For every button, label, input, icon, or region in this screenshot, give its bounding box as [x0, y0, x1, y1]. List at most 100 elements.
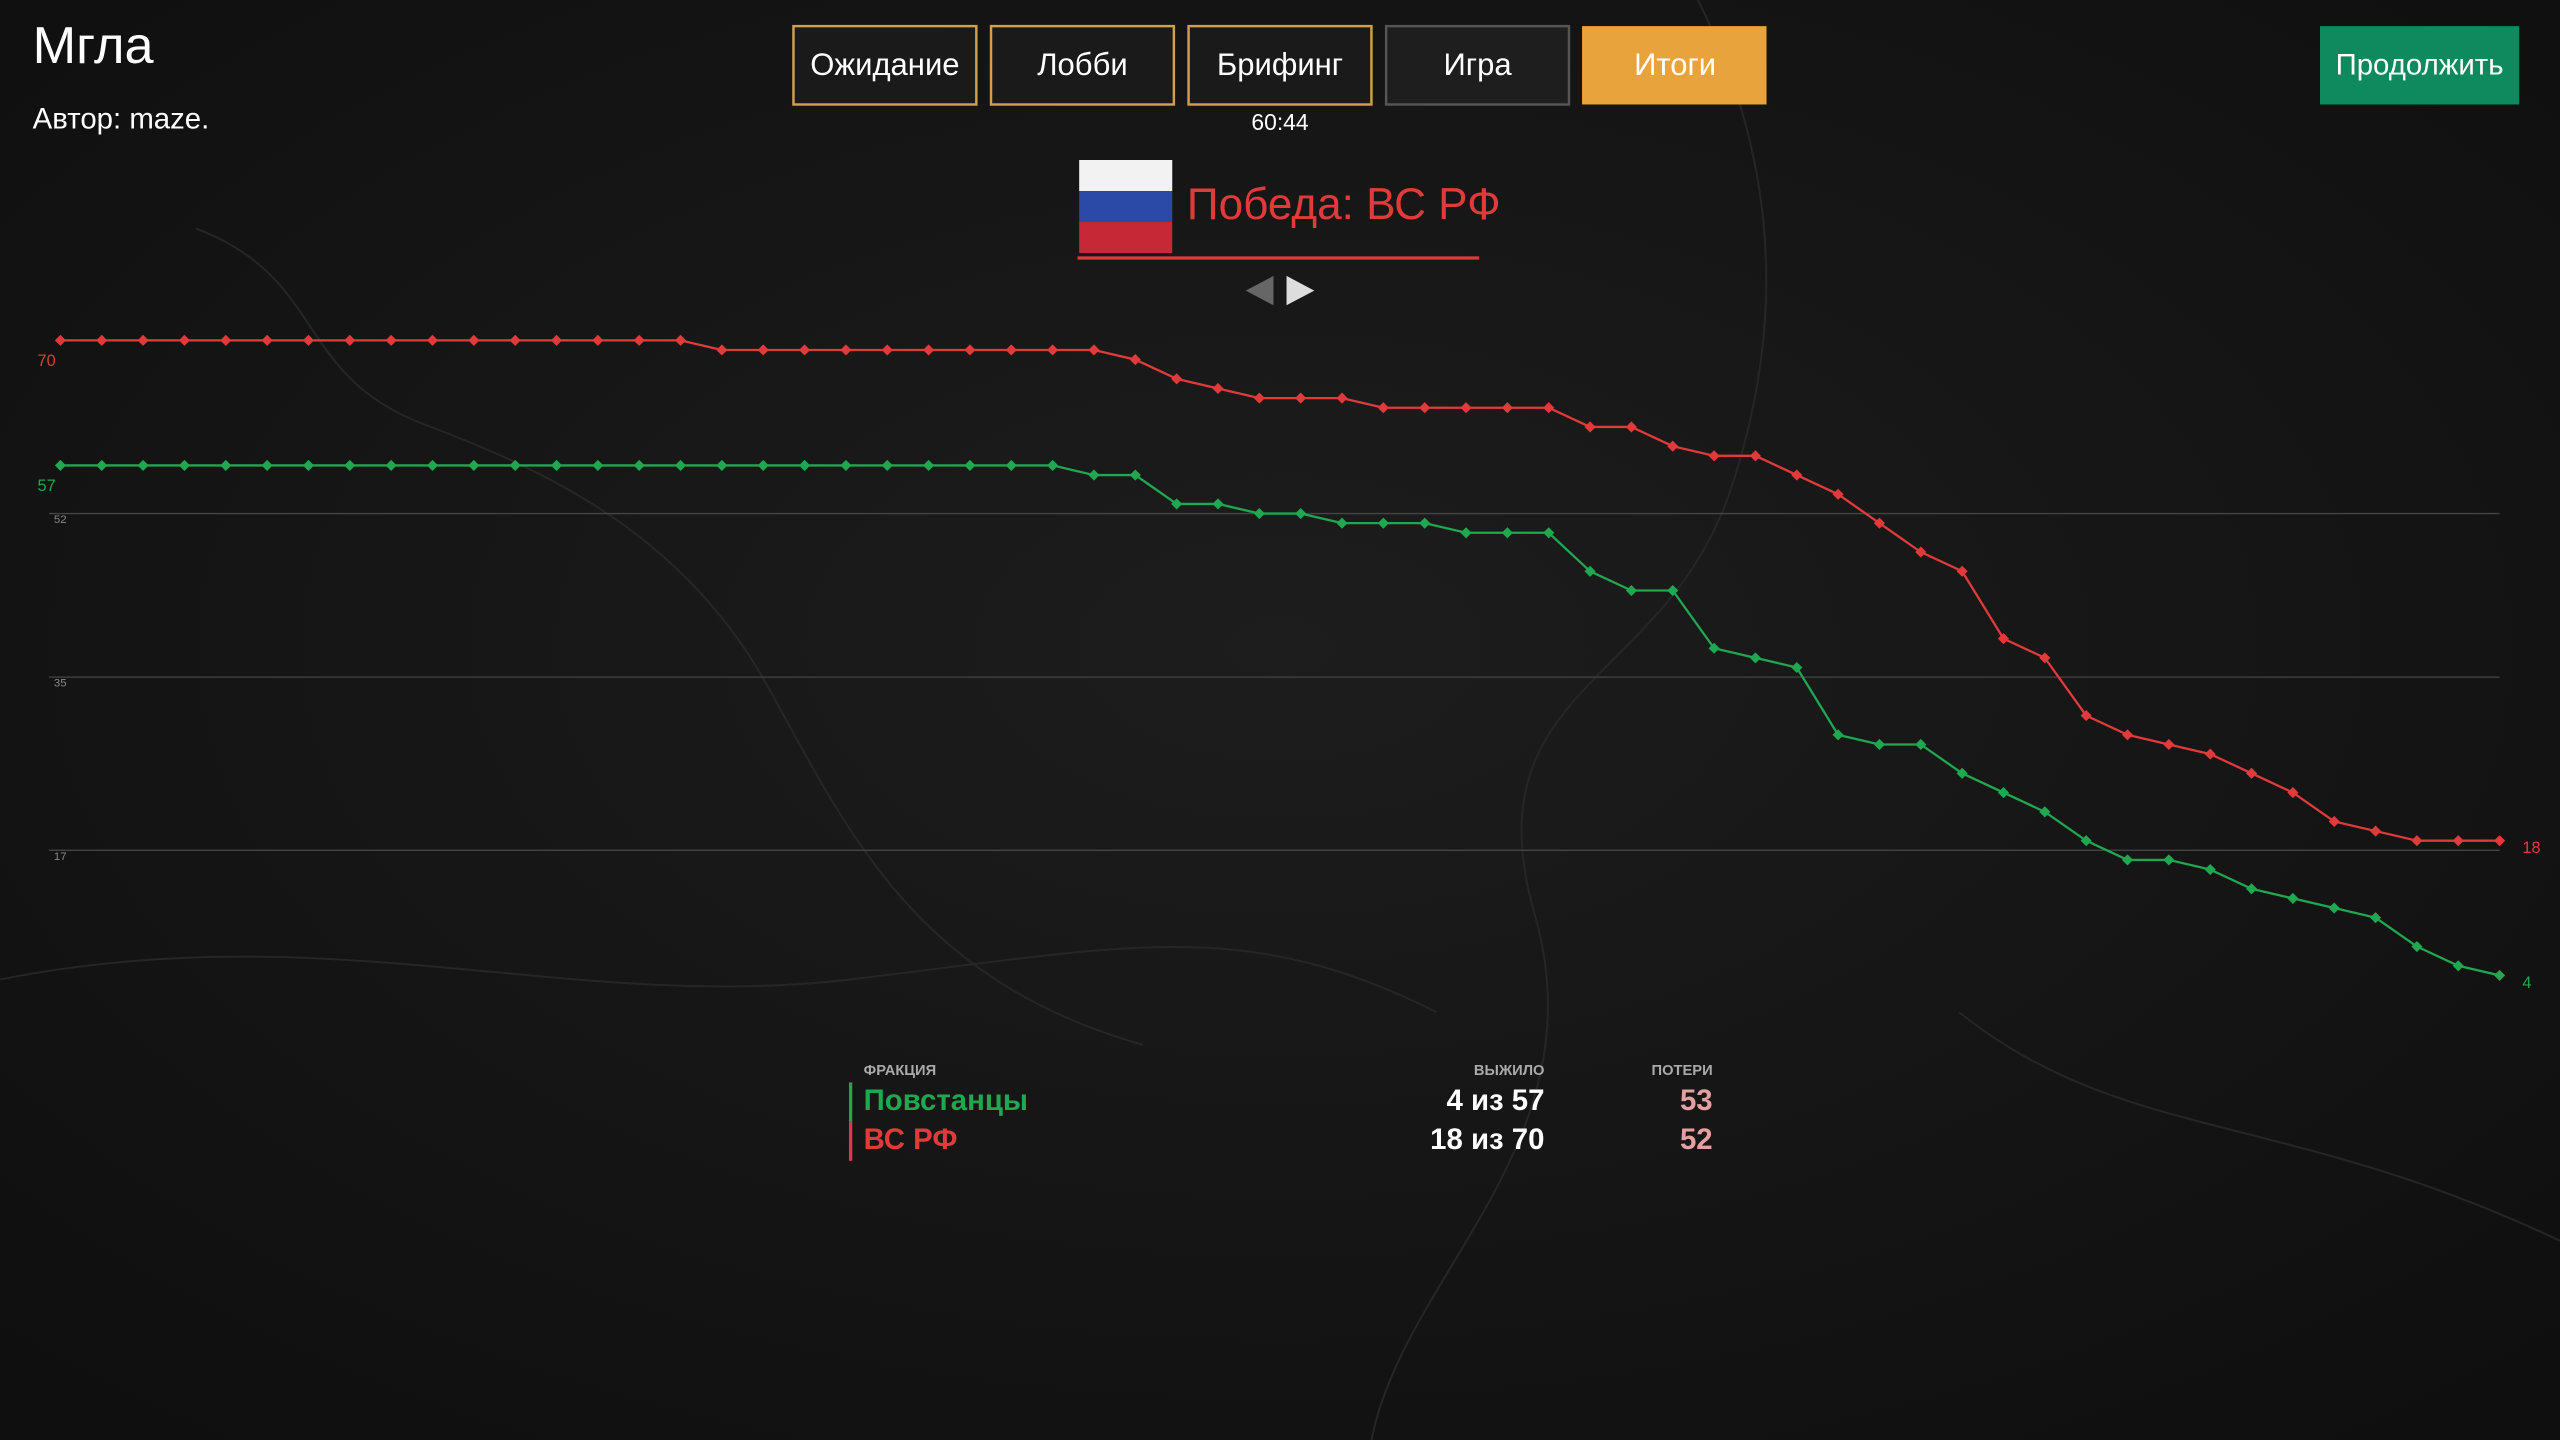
tab[interactable]: [1187, 24, 1373, 106]
point-marker: [964, 459, 976, 471]
point-marker: [2287, 892, 2299, 904]
point-marker: [1212, 382, 1224, 395]
point-marker: [1667, 584, 1679, 597]
continue-label[interactable]: Продолжить: [2336, 49, 2504, 82]
point-marker: [2080, 835, 2092, 847]
point-marker: [1832, 729, 1844, 741]
faction-name: Повстанцы: [864, 1084, 1028, 1117]
point-marker: [716, 344, 728, 356]
point-marker: [881, 459, 893, 471]
tab-label[interactable]: Итоги: [1634, 47, 1716, 82]
point-marker: [1047, 459, 1059, 471]
point-marker: [1212, 498, 1224, 510]
point-marker: [550, 334, 563, 346]
y-tick-label: 17: [54, 851, 67, 863]
point-marker: [923, 459, 935, 471]
tab[interactable]: [792, 24, 978, 106]
point-marker: [302, 459, 315, 471]
point-marker: [1419, 402, 1431, 414]
point-marker: [1915, 546, 1927, 558]
tab-active[interactable]: [1582, 26, 1767, 105]
y-tick-label: 52: [54, 514, 67, 526]
point-marker: [1584, 421, 1596, 433]
point-marker: [1873, 517, 1886, 529]
point-marker: [1460, 402, 1472, 414]
point-marker: [1295, 507, 1307, 520]
point-marker: [757, 344, 769, 356]
point-marker: [840, 344, 852, 356]
flag-red: [1079, 222, 1173, 254]
point-marker: [385, 459, 397, 471]
point-marker: [302, 334, 315, 346]
point-marker: [1336, 517, 1348, 529]
survived: 18 из 70: [1430, 1123, 1544, 1156]
flag-blue: [1079, 191, 1173, 223]
point-marker: [344, 334, 356, 346]
point-marker: [716, 459, 728, 471]
start-label: 57: [38, 477, 56, 495]
point-marker: [2039, 652, 2051, 664]
point-marker: [2080, 710, 2092, 722]
victory-text: Победа: ВС РФ: [1187, 180, 1501, 229]
start-label: 70: [38, 352, 56, 370]
point-marker: [674, 334, 687, 346]
point-marker: [840, 459, 852, 471]
point-marker: [54, 459, 66, 471]
timer: 60:44: [1251, 109, 1308, 135]
faction-name: ВС РФ: [864, 1123, 958, 1156]
end-label: 4: [2522, 974, 2531, 992]
next-arrow[interactable]: [1286, 275, 1315, 306]
point-marker: [1625, 584, 1637, 597]
point-marker: [385, 334, 397, 346]
point-marker: [137, 459, 149, 471]
point-marker: [2328, 902, 2340, 914]
point-marker: [1749, 450, 1761, 462]
point-marker: [1460, 527, 1472, 539]
point-marker: [964, 344, 976, 356]
point-marker: [1915, 738, 1927, 751]
author: Автор: maze.: [33, 103, 210, 136]
point-marker: [96, 334, 108, 346]
tab-bar: Ожидание Лобби Брифинг Игра Итоги: [792, 24, 1767, 106]
tab[interactable]: [989, 24, 1176, 106]
tab-label[interactable]: Брифинг: [1217, 47, 1343, 82]
point-marker: [1088, 469, 1100, 481]
point-marker: [757, 459, 769, 471]
map-title: Мгла: [33, 17, 155, 75]
point-marker: [799, 344, 811, 356]
point-marker: [1791, 661, 1803, 674]
point-marker: [1336, 392, 1348, 404]
prev-arrow[interactable]: [1245, 275, 1274, 306]
losses: 53: [1680, 1084, 1713, 1117]
point-marker: [1501, 527, 1513, 539]
tab[interactable]: [1384, 24, 1571, 106]
point-marker: [178, 334, 190, 346]
table-header: ПОТЕРИ: [1652, 1063, 1713, 1079]
point-marker: [137, 334, 149, 346]
point-marker: [2039, 806, 2051, 818]
point-marker: [178, 459, 190, 471]
tab-label[interactable]: Лобби: [1037, 47, 1127, 82]
point-marker: [1047, 344, 1059, 356]
point-marker: [2163, 854, 2175, 866]
point-marker: [674, 459, 687, 471]
chart: 17 35 52 57 4 70 18: [38, 334, 2541, 992]
flag: [1079, 160, 1173, 254]
end-label: 18: [2522, 839, 2540, 857]
point-marker: [633, 459, 645, 471]
point-marker: [592, 459, 604, 471]
series-line: [60, 339, 2500, 842]
point-marker: [1501, 402, 1513, 414]
point-marker: [592, 334, 604, 346]
point-marker: [799, 459, 811, 471]
tab-label[interactable]: Ожидание: [810, 47, 959, 82]
point-marker: [1956, 565, 1968, 577]
point-marker: [2163, 738, 2175, 751]
series-line: [60, 464, 2500, 977]
y-tick-label: 35: [54, 678, 67, 690]
tab-label[interactable]: Игра: [1443, 47, 1512, 82]
continue-button[interactable]: [2320, 26, 2520, 105]
